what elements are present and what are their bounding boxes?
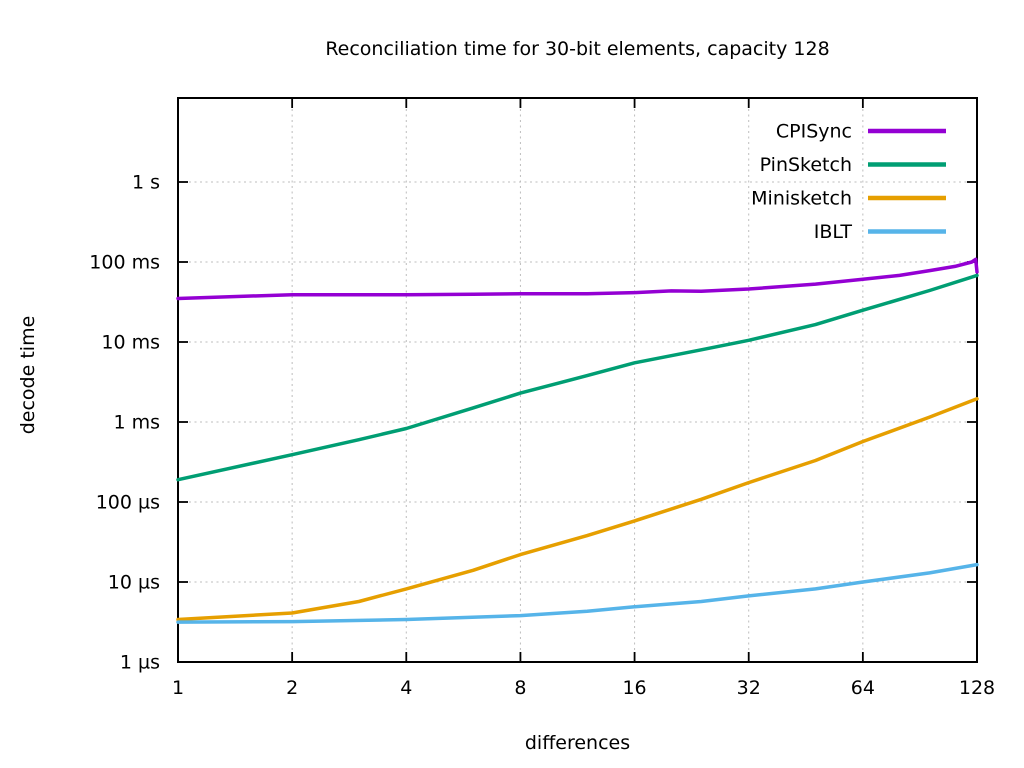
y-tick-label: 100 ms	[89, 252, 160, 274]
x-tick-label: 4	[400, 677, 412, 699]
x-tick-label: 16	[622, 677, 646, 699]
y-tick-label: 1 s	[132, 172, 160, 194]
legend-label-iblt: IBLT	[814, 221, 853, 243]
series-line-iblt	[176, 562, 979, 624]
x-tick-label: 8	[514, 677, 526, 699]
x-tick-label: 64	[851, 677, 875, 699]
legend-label-cpisync: CPISync	[776, 121, 852, 143]
y-tick-label: 10 µs	[108, 572, 160, 594]
series-line-minisketch	[176, 397, 979, 622]
x-tick-label: 128	[959, 677, 995, 699]
x-tick-label: 1	[172, 677, 184, 699]
y-tick-label: 1 µs	[120, 652, 160, 674]
legend-label-pinsketch: PinSketch	[760, 154, 852, 176]
y-tick-label: 1 ms	[113, 412, 160, 434]
series-line-pinsketch	[176, 273, 979, 482]
y-axis-label: decode time	[17, 315, 39, 435]
chart-title: Reconciliation time for 30-bit elements,…	[325, 38, 830, 60]
x-axis-label: differences	[524, 732, 631, 754]
legend-label-minisketch: Minisketch	[751, 188, 852, 210]
series-line-cpisync	[176, 257, 979, 301]
y-tick-label: 10 ms	[101, 332, 160, 354]
plot-border	[177, 97, 978, 663]
x-tick-label: 32	[737, 677, 761, 699]
y-tick-label: 100 µs	[96, 492, 160, 514]
x-tick-label: 2	[286, 677, 298, 699]
